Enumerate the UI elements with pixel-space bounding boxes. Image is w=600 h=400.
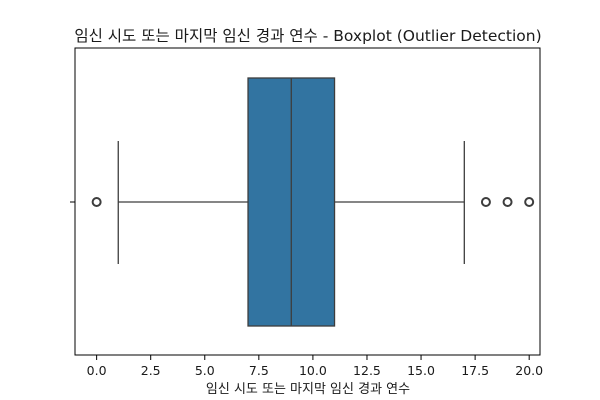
outlier-point (502, 197, 513, 207)
outlier-point (480, 197, 491, 207)
outlier-point (524, 197, 535, 207)
x-axis-ticks: 0.0 2.5 5.0 7.5 10.0 12.5 15.0 17.5 20.0 (87, 355, 543, 378)
x-tick-label: 15.0 (407, 363, 435, 378)
x-tick-label: 20.0 (515, 363, 543, 378)
x-tick-label: 12.5 (353, 363, 381, 378)
x-tick-label: 5.0 (195, 363, 215, 378)
x-tick-label: 2.5 (141, 363, 161, 378)
chart-title: 임신 시도 또는 마지막 임신 경과 연수 - Boxplot (Outlier… (74, 27, 541, 45)
outlier-point (91, 197, 102, 207)
outlier-points (91, 197, 535, 207)
x-tick-label: 7.5 (249, 363, 269, 378)
box-group (117, 77, 465, 327)
x-tick-label: 10.0 (299, 363, 327, 378)
x-tick-label: 0.0 (87, 363, 107, 378)
x-tick-label: 17.5 (461, 363, 489, 378)
x-axis-label: 임신 시도 또는 마지막 임신 경과 연수 (206, 382, 410, 397)
